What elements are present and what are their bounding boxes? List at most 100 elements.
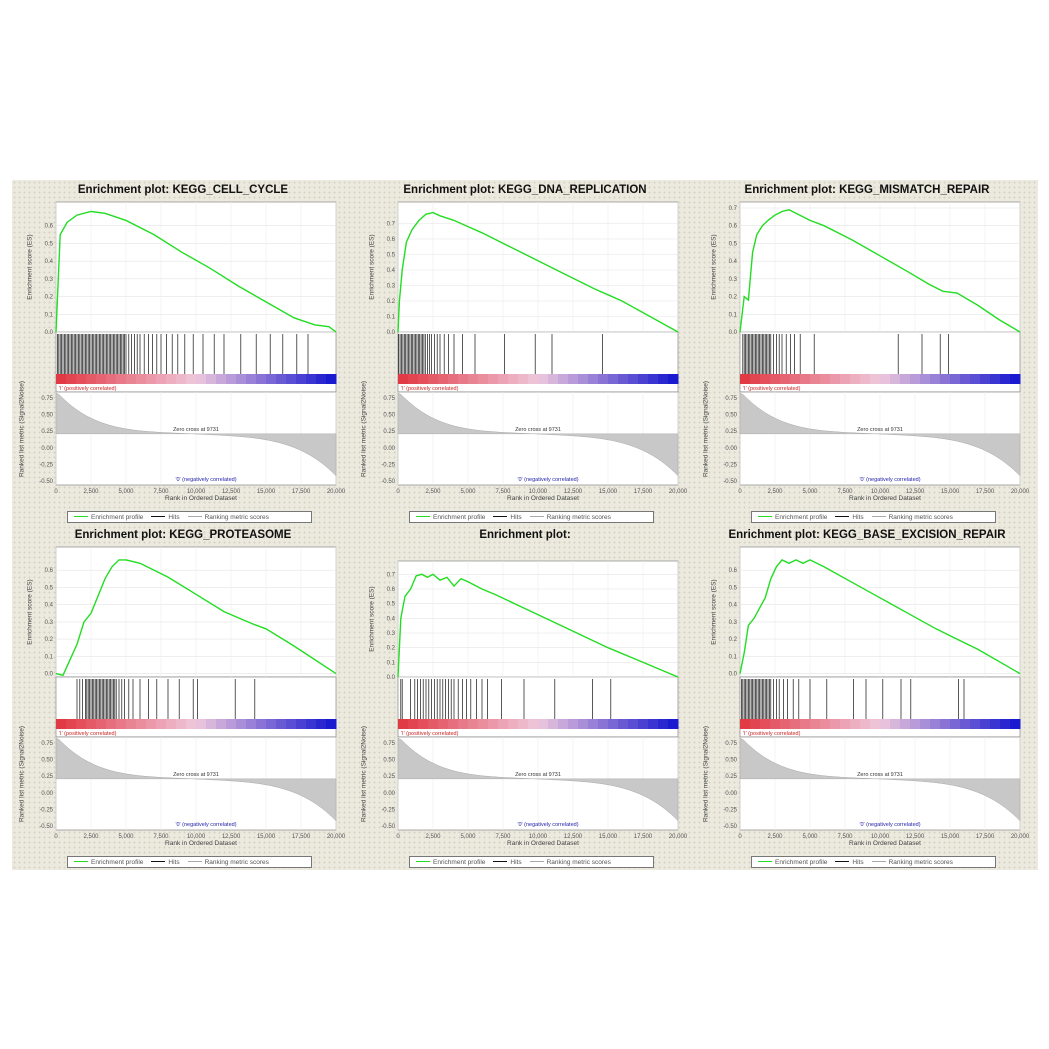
ranking-color-segment (538, 719, 549, 729)
x-tick-label: 17,500 (634, 834, 653, 840)
legend-swatch (529, 861, 544, 863)
ranking-color-segment (266, 719, 277, 729)
ranking-color-segment (508, 719, 519, 729)
zero-cross-label: Zero cross at 9731 (857, 772, 903, 778)
ranking-color-segment (760, 374, 771, 384)
metric-tick-label: 0.75 (41, 741, 53, 747)
legend-item: Enrichment profile (758, 514, 827, 521)
ranking-color-segment (528, 374, 539, 384)
ranking-color-segment (236, 374, 247, 384)
legend-swatch (187, 516, 202, 518)
ranking-color-segment (760, 719, 771, 729)
positive-correlated-label: 'I' (positively correlated) (59, 731, 117, 737)
ranking-color-segment (186, 374, 197, 384)
es-line (739, 559, 1021, 675)
ranking-metric-area (397, 392, 679, 477)
negative-correlated-label: '0' (negatively correlated) (175, 822, 236, 828)
ranking-color-segment (860, 719, 871, 729)
legend-swatch (758, 861, 772, 863)
x-tick-label: 0 (54, 489, 58, 495)
es-tick-label: 0.1 (45, 654, 54, 660)
ranking-color-segment (950, 719, 961, 729)
ranking-color-segment (588, 374, 599, 384)
metric-tick-label: -0.50 (381, 479, 395, 485)
ranking-color-segment (76, 374, 87, 384)
ranking-color-segment (578, 719, 589, 729)
ranking-color-segment (438, 719, 449, 729)
ranking-color-segment (740, 374, 751, 384)
ranking-color-segment (970, 719, 981, 729)
ranking-color-segment (428, 719, 439, 729)
es-tick-label: 0.3 (45, 277, 54, 283)
panel-title: Enrichment plot: KEGG_MISMATCH_REPAIR (744, 184, 990, 196)
ranking-color-segment (780, 374, 791, 384)
ranking-color-segment (548, 719, 559, 729)
ranking-color-segment (548, 374, 559, 384)
ranking-color-segment (900, 719, 911, 729)
ranking-color-segment (598, 374, 609, 384)
ranking-color-segment (448, 719, 459, 729)
ranking-metric-area (739, 737, 1021, 822)
metric-tick-label: -0.50 (39, 824, 53, 830)
legend-text: Hits (510, 858, 522, 866)
x-tick-label: 17,500 (976, 489, 995, 495)
zero-cross-label: Zero cross at 9731 (857, 427, 903, 433)
metric-axis-label: Ranked list metric (Signal2Noise) (18, 725, 26, 822)
legend: Enrichment profile Hits Ranking metric sco… (67, 511, 312, 523)
es-tick-label: 0.5 (45, 585, 54, 591)
ranking-color-segment (1010, 719, 1021, 729)
ranking-color-segment (326, 719, 337, 729)
ranking-color-segment (940, 374, 951, 384)
ranking-color-segment (910, 374, 921, 384)
ranking-color-segment (810, 374, 821, 384)
metric-tick-label: -0.25 (39, 462, 53, 468)
zero-cross-label: Zero cross at 9731 (515, 427, 561, 433)
metric-axis-label: Ranked list metric (Signal2Noise) (702, 380, 710, 477)
ranking-color-segment (196, 374, 207, 384)
es-line (739, 209, 1021, 333)
ranking-color-segment (488, 374, 499, 384)
ranking-color-segment (226, 374, 237, 384)
ranking-color-segment (116, 719, 127, 729)
x-tick-label: 5,000 (118, 834, 134, 840)
x-tick-label: 20,000 (669, 489, 688, 495)
metric-tick-label: 0.25 (725, 429, 737, 435)
metric-tick-label: 0.75 (383, 396, 395, 402)
ranking-color-segment (618, 374, 629, 384)
ranking-metric-area (55, 392, 337, 477)
es-line (55, 559, 337, 677)
ranking-color-segment (960, 374, 971, 384)
legend-item: Enrichment profile (74, 514, 143, 521)
legend-text: Enrichment profile (433, 513, 486, 521)
ranking-color-segment (306, 374, 317, 384)
es-tick-label: 0.5 (45, 241, 54, 247)
es-tick-label: 0.2 (45, 295, 54, 301)
legend: Enrichment profile Hits Ranking metric sco… (409, 511, 654, 523)
ranking-color-segment (86, 374, 97, 384)
legend-swatch (151, 861, 166, 863)
legend-swatch (74, 516, 88, 518)
ranking-color-segment (136, 719, 147, 729)
legend-text: Hits (852, 858, 864, 866)
metric-axis-label: Ranked list metric (Signal2Noise) (18, 380, 26, 477)
legend-item: Hits (151, 859, 180, 866)
gsea-panel-6: Enrichment plot: KEGG_BASE_EXCISION_REPA… (696, 525, 1038, 870)
metric-tick-label: -0.25 (381, 807, 395, 813)
panel-title: Enrichment plot: KEGG_CELL_CYCLE (77, 184, 289, 196)
ranking-color-segment (990, 719, 1001, 729)
ranking-color-segment (880, 719, 891, 729)
es-tick-label: 0.2 (387, 299, 396, 305)
ranking-color-segment (850, 719, 861, 729)
x-tick-label: 15,000 (941, 489, 960, 495)
ranking-color-segment (1010, 374, 1021, 384)
panel-title: Enrichment plot: KEGG_BASE_EXCISION_REPA… (728, 529, 1006, 541)
ranking-color-segment (418, 719, 429, 729)
x-tick-label: 2,500 (83, 834, 99, 840)
legend: Enrichment profile Hits Ranking metric sco… (67, 856, 312, 868)
ranking-color-segment (920, 719, 931, 729)
legend-item: Hits (151, 514, 180, 521)
legend-swatch (871, 861, 886, 863)
x-tick-label: 7,500 (153, 489, 169, 495)
positive-correlated-label: 'I' (positively correlated) (743, 386, 801, 392)
ranking-color-segment (498, 719, 509, 729)
